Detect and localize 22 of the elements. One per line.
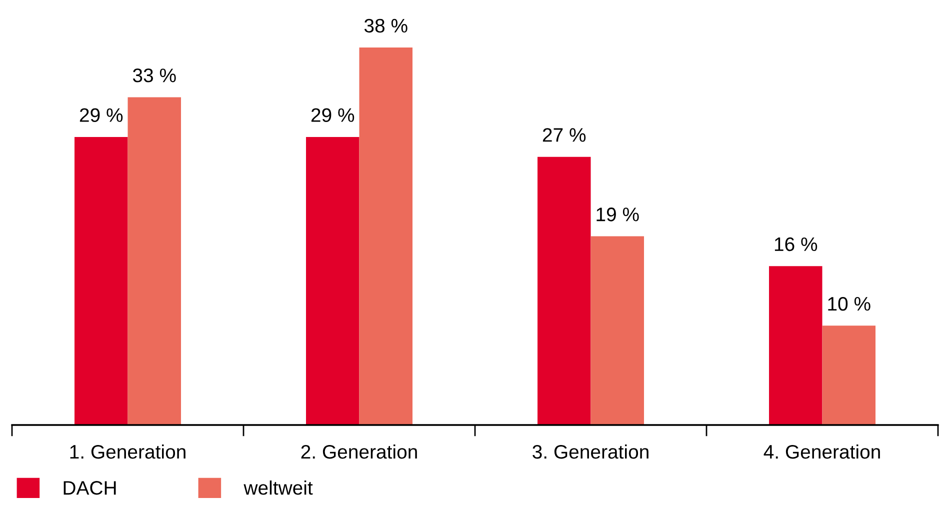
bar xyxy=(359,48,412,425)
data-label: 27 % xyxy=(542,128,586,142)
legend-label: weltweit xyxy=(244,480,313,495)
bar xyxy=(74,136,128,425)
data-label: 16 % xyxy=(774,237,818,252)
bar xyxy=(128,97,181,425)
bar xyxy=(538,156,591,425)
data-label: 10 % xyxy=(828,296,870,311)
data-label: 33 % xyxy=(132,68,176,82)
bar xyxy=(306,136,360,425)
data-label: 29 % xyxy=(80,108,123,122)
x-tick-label: 1. Generation xyxy=(70,444,186,459)
bar xyxy=(590,236,644,425)
data-label: 19 % xyxy=(596,208,639,222)
bar xyxy=(769,266,822,425)
data-label: 38 % xyxy=(364,18,408,33)
data-label: 29 % xyxy=(311,108,354,122)
x-tick-label: 3. Generation xyxy=(532,444,648,459)
legend-label: DACH xyxy=(64,481,116,495)
x-tick-label: 4. Generation xyxy=(764,444,880,459)
bar xyxy=(822,326,876,425)
x-tick-label: 2. Generation xyxy=(301,444,417,459)
